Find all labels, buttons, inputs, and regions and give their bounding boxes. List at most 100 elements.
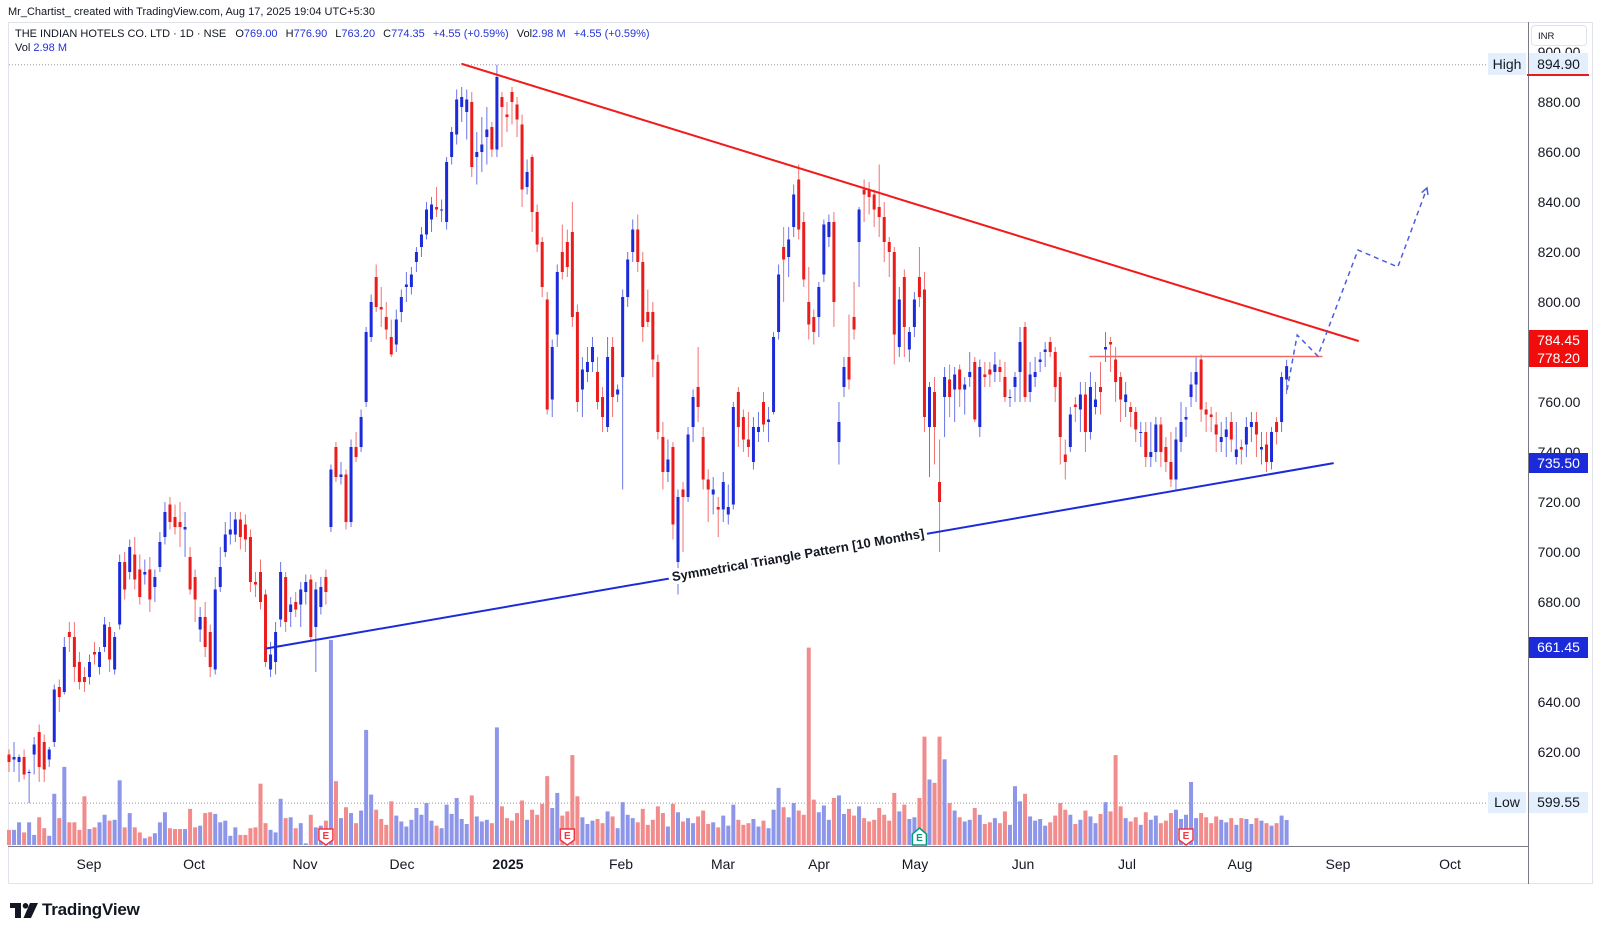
candle-down: [938, 482, 942, 502]
currency-label[interactable]: INR: [1531, 25, 1587, 46]
volume-bar: [1158, 823, 1163, 845]
candle-up: [1244, 427, 1248, 445]
volume-bar: [213, 813, 218, 845]
volume-bar: [786, 817, 791, 845]
legend-close-value: 774.35: [391, 28, 425, 40]
volume-bar: [414, 808, 419, 845]
ascending-support-trendline[interactable]: [266, 462, 1334, 650]
drawings[interactable]: Symmetrical Triangle Pattern [10 Months]: [266, 63, 1429, 650]
volume-bar: [1133, 817, 1138, 845]
volume-bar: [354, 823, 359, 845]
volume-bar: [721, 815, 726, 845]
candle-down: [264, 594, 268, 662]
time-tick: Apr: [808, 856, 830, 872]
candle-up: [1259, 447, 1263, 450]
candle-down: [243, 524, 247, 540]
time-tick: Feb: [608, 856, 634, 872]
volume-bar: [771, 809, 776, 845]
volume-bar: [37, 817, 42, 845]
volume-bar: [1113, 755, 1118, 845]
volume-bar: [12, 829, 17, 845]
volume-bar: [711, 822, 716, 845]
volume-bar: [691, 823, 696, 845]
price-tick: 800.00: [1537, 294, 1581, 310]
time-tick: Jun: [1011, 856, 1035, 872]
volume-bar: [917, 797, 922, 845]
candle-down: [646, 312, 650, 322]
candle-up: [158, 542, 162, 567]
volume-bar: [344, 807, 349, 845]
volume-bar: [525, 819, 530, 845]
volume-bar: [997, 823, 1002, 845]
candle-down: [892, 252, 896, 335]
candle-up: [414, 252, 418, 262]
volume-bar: [1214, 816, 1219, 845]
candle-up: [756, 427, 760, 432]
candle-up: [430, 204, 434, 220]
earnings-marker[interactable]: E: [559, 828, 576, 846]
volume-bar: [1269, 825, 1274, 845]
candle-down: [238, 519, 242, 537]
volume-bar: [1143, 812, 1148, 845]
volume-bar: [706, 824, 711, 845]
candle-up: [223, 534, 227, 552]
candle-up: [525, 172, 529, 187]
candle-up: [218, 567, 222, 587]
candle-down: [1073, 404, 1077, 407]
volume-bar: [263, 823, 268, 845]
legend-symbol[interactable]: THE INDIAN HOTELS CO. LTD · 1D · NSE: [15, 28, 227, 40]
volume-indicator-label[interactable]: Vol: [15, 42, 31, 54]
earnings-marker[interactable]: E: [1178, 828, 1194, 846]
candle-down: [641, 262, 645, 327]
volume-bar: [283, 818, 288, 845]
projected-breakout-path[interactable]: [1286, 187, 1428, 391]
candle-down: [887, 242, 891, 252]
pattern-label[interactable]: Symmetrical Triangle Pattern [10 Months]: [667, 522, 929, 588]
candle-down: [736, 392, 740, 427]
volume-bar: [1033, 820, 1038, 845]
candle-up: [626, 259, 630, 297]
legend-high-label: H: [285, 28, 294, 40]
legend-open: O769.00: [235, 28, 277, 40]
candle-down: [812, 317, 816, 332]
candle-up: [953, 374, 957, 390]
candle-down: [490, 127, 494, 150]
legend-low-label: L: [335, 28, 342, 40]
volume-bar: [887, 820, 892, 845]
candle-up: [777, 274, 781, 332]
candle-up: [364, 332, 368, 402]
candle-down: [535, 212, 539, 245]
earnings-marker[interactable]: E: [318, 828, 334, 846]
tradingview-logo[interactable]: TradingView: [10, 900, 140, 919]
candle-down: [334, 447, 338, 477]
volume-bar: [1239, 818, 1244, 845]
volume-bar: [157, 822, 162, 845]
candle-up: [731, 407, 735, 505]
earnings-marker[interactable]: E: [911, 827, 928, 846]
volume-bar: [942, 759, 947, 845]
tradingview-wordmark: TradingView: [42, 900, 140, 919]
candle-up: [968, 372, 972, 377]
volume-bar: [620, 802, 625, 845]
price-axis[interactable]: [1529, 23, 1592, 846]
volume-bar: [248, 828, 253, 845]
descending-resistance-trendline[interactable]: [461, 63, 1360, 342]
candle-up: [837, 422, 841, 442]
earnings-label: E: [323, 831, 330, 842]
candle-down: [193, 577, 197, 600]
volume-bar: [696, 816, 701, 845]
candle-down: [1058, 377, 1062, 437]
volume-bar: [132, 827, 137, 845]
volume-bar: [605, 811, 610, 845]
volume-bar: [444, 804, 449, 845]
volume-bar: [615, 828, 620, 845]
price-tick: 760.00: [1537, 394, 1581, 410]
support-price-badge: 735.50: [1529, 453, 1588, 473]
time-tick: Sep: [76, 856, 102, 872]
volume-bar: [1007, 824, 1012, 845]
volume-bar: [932, 782, 937, 845]
volume-bar: [1219, 819, 1224, 845]
candle-down: [133, 554, 137, 580]
